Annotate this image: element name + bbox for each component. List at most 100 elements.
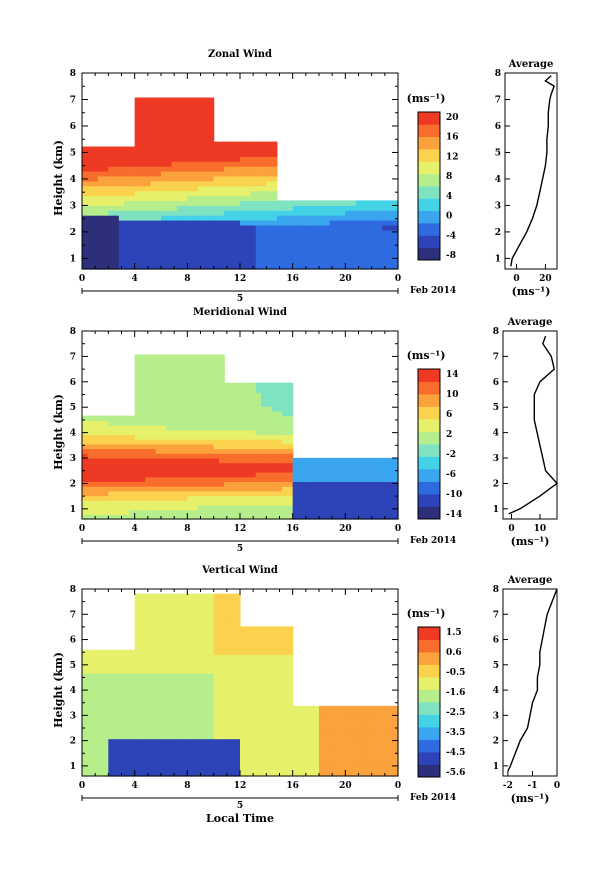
heatmap-cell — [387, 509, 394, 515]
heatmap-cell — [161, 467, 167, 473]
heatmap-cell — [276, 626, 283, 632]
heatmap-cell — [240, 448, 246, 454]
heatmap-cell — [171, 766, 178, 772]
heatmap-cell — [155, 467, 162, 473]
heatmap-cell — [82, 425, 88, 431]
heatmap-cell — [276, 448, 283, 454]
heatmap-cell — [208, 752, 215, 758]
heatmap-cell — [376, 249, 383, 255]
heatmap-cell — [213, 434, 220, 440]
heatmap-cell — [340, 757, 346, 763]
heatmap-cell — [203, 229, 209, 236]
heatmap-cell — [271, 771, 278, 777]
heatmap-cell — [287, 696, 294, 702]
heatmap-cell — [166, 668, 173, 674]
heatmap-cell — [166, 161, 173, 167]
heatmap-cell — [134, 640, 141, 646]
heatmap-cell — [245, 146, 252, 152]
heatmap-cell — [361, 200, 367, 206]
heatmap-cell — [392, 752, 399, 758]
heatmap-cell — [340, 239, 346, 246]
heatmap-cell — [197, 401, 204, 407]
heatmap-cell — [203, 687, 209, 693]
heatmap-cell — [224, 171, 231, 177]
heatmap-cell — [97, 425, 104, 431]
heatmap-cell — [266, 420, 273, 426]
heatmap-cell — [261, 724, 267, 730]
heatmap-cell — [234, 249, 241, 255]
heatmap-cell — [245, 210, 252, 216]
colorbar-tick-label: 0 — [446, 212, 452, 222]
heatmap-cell — [292, 766, 299, 772]
heatmap-cell — [313, 509, 320, 515]
heatmap-cell — [145, 117, 152, 123]
heatmap-cell — [113, 743, 120, 749]
heatmap-cell — [250, 180, 257, 187]
heatmap-cell — [255, 738, 262, 744]
heatmap-cell — [287, 224, 294, 231]
heatmap-cell — [182, 509, 188, 515]
heatmap-cell — [171, 439, 178, 445]
heatmap-cell — [155, 761, 162, 768]
heatmap-cell — [197, 175, 204, 182]
heatmap-cell — [234, 607, 241, 613]
heatmap-cell — [245, 429, 252, 435]
heatmap-cell — [329, 229, 336, 236]
heatmap-cell — [134, 757, 141, 763]
heatmap-cell — [234, 766, 241, 772]
heatmap-cell — [118, 752, 125, 758]
heatmap-cell — [229, 640, 236, 646]
heatmap-cell — [313, 234, 320, 241]
heatmap-cell — [282, 663, 288, 670]
heatmap-cell — [192, 747, 199, 754]
heatmap-cell — [129, 705, 136, 712]
heatmap-cell — [297, 457, 304, 464]
heatmap-cell — [287, 729, 294, 735]
heatmap-cell — [118, 439, 125, 445]
heatmap-cell — [387, 457, 394, 464]
heatmap-cell — [282, 635, 288, 642]
heatmap-cell — [182, 190, 188, 197]
heatmap-cell — [313, 771, 320, 777]
heatmap-cell — [124, 719, 130, 726]
heatmap-cell — [108, 691, 115, 698]
heatmap-cell — [171, 673, 178, 679]
colorbar-tick-label: -5.6 — [446, 768, 465, 778]
heatmap-cell — [103, 710, 109, 716]
heatmap-cell — [192, 175, 199, 182]
heatmap-cell — [224, 668, 231, 674]
heatmap-cell — [329, 457, 336, 464]
heatmap-cell — [213, 195, 220, 201]
heatmap-cell — [234, 673, 241, 679]
heatmap-cell — [97, 175, 104, 182]
heatmap-cell — [124, 205, 130, 211]
heatmap-cell — [150, 472, 157, 478]
heatmap-cell — [376, 220, 383, 226]
heatmap-cell — [176, 617, 183, 623]
heatmap-cell — [103, 146, 109, 152]
heatmap-cell — [245, 631, 252, 637]
heatmap-cell — [87, 229, 94, 236]
heatmap-cell — [292, 220, 299, 226]
heatmap-cell — [192, 757, 199, 763]
heatmap-cell — [361, 509, 367, 515]
heatmap-cell — [240, 766, 246, 772]
heatmap-cell — [203, 146, 209, 152]
heatmap-cell — [92, 443, 99, 450]
heatmap-cell — [203, 598, 209, 604]
heatmap-cell — [250, 457, 257, 464]
profile-frame — [504, 72, 558, 270]
heatmap-cell — [276, 401, 283, 407]
heatmap-cell — [118, 701, 125, 707]
heatmap-cell — [124, 696, 130, 702]
heatmap-cell — [334, 467, 341, 473]
heatmap-cell — [203, 701, 209, 707]
heatmap-cell — [350, 254, 357, 260]
heatmap-cell — [271, 215, 278, 221]
heatmap-cell — [271, 210, 278, 216]
heatmap-cell — [161, 443, 167, 450]
heatmap-cell — [82, 486, 88, 492]
heatmap-cell — [176, 443, 183, 450]
heatmap-cell — [218, 359, 225, 365]
heatmap-cell — [282, 420, 288, 426]
